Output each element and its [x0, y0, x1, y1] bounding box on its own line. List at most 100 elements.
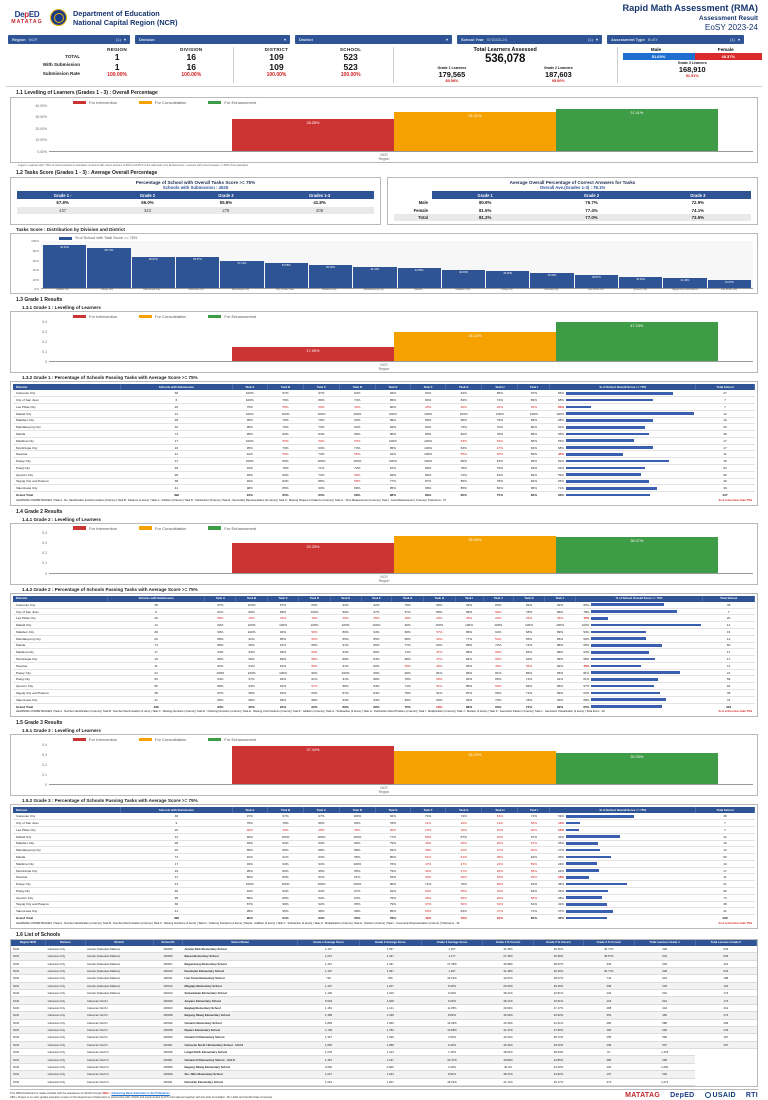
column-header[interactable]: Task I	[517, 384, 551, 391]
column-header[interactable]: Task A	[232, 807, 269, 814]
column-header[interactable]: Grade 2 % Correct	[533, 939, 585, 946]
column-header[interactable]: Task A	[204, 595, 237, 602]
cell-task-score: 73%	[303, 450, 340, 459]
column-header[interactable]: Task C	[303, 384, 340, 391]
column-header[interactable]: Task D	[339, 384, 376, 391]
column-header[interactable]: Task D	[339, 807, 376, 814]
column-header[interactable]: Task B	[267, 807, 304, 814]
column-header[interactable]: District	[85, 939, 154, 946]
cell-task-score: 64%	[339, 417, 376, 425]
cell-overall-bar: 65%	[549, 478, 696, 486]
column-header[interactable]: Schools with Submission	[107, 595, 206, 602]
column-header[interactable]: Division	[13, 384, 122, 391]
column-header[interactable]: Total Learners Grade 2	[695, 939, 758, 946]
column-header[interactable]: Task E	[330, 595, 362, 602]
cell-task-score: 64%	[481, 471, 518, 479]
column-header[interactable]: Grade 2 Average Score	[359, 939, 422, 946]
cell-overall-bar: 81%	[575, 669, 703, 677]
chevron-down-icon[interactable]: ▾	[737, 36, 740, 42]
column-header[interactable]: Schools with Submission	[120, 807, 233, 814]
filter-division[interactable]: Division ▾	[135, 34, 290, 44]
column-header[interactable]: Task I	[517, 807, 551, 814]
grade3-results-table: Division Schools with Submission Task A Tas…	[13, 807, 755, 921]
column-header[interactable]: Task B	[267, 384, 304, 391]
chevron-down-icon[interactable]: ▾	[595, 36, 598, 42]
column-header[interactable]: Grade 1 Average Score	[297, 939, 360, 946]
cell-task-score: 68%	[391, 628, 424, 636]
column-header[interactable]: Task L	[544, 595, 576, 602]
column-header[interactable]: Task G	[391, 595, 425, 602]
filter-school-year[interactable]: School Year SY2023-24 (1) ▾	[457, 34, 602, 44]
column-header[interactable]: Task B	[235, 595, 268, 602]
cell-task-score: 90%	[375, 430, 411, 438]
column-header[interactable]: Task D	[298, 595, 331, 602]
column-header[interactable]: Division	[13, 807, 122, 814]
column-header[interactable]: Task F	[361, 595, 393, 602]
column-header[interactable]: Task E	[375, 807, 412, 814]
cell-metric: 49.02%	[533, 1041, 584, 1050]
column-header[interactable]: Task H	[481, 384, 519, 391]
column-header[interactable]: % of School Overall Score >= 75%	[549, 384, 697, 391]
column-header[interactable]: Task C	[267, 595, 300, 602]
column-header[interactable]: Task E	[375, 384, 412, 391]
column-header[interactable]: Total Learners Grade 1	[634, 939, 696, 946]
grade2-learners-pct: 95.00%	[551, 78, 565, 83]
table-row: Mandaluyong City 32 95% 79% 73% 62% 84% 90% 73% 7…	[13, 423, 755, 432]
column-header[interactable]: School ID	[153, 939, 184, 946]
column-header[interactable]: Task G	[445, 384, 483, 391]
filter-assessment-type[interactable]: Assessment Type EoSY (1) ▾	[607, 34, 744, 44]
chevron-down-icon[interactable]: ▾	[445, 36, 448, 42]
chevron-down-icon[interactable]: ▾	[283, 36, 286, 42]
column-header[interactable]: Total School	[695, 384, 755, 391]
column-header[interactable]: Task H	[423, 595, 456, 602]
cell-task-score: 89%	[517, 396, 550, 404]
table-row: Pasig City 69 94% 97% 94% 61% 91% 88% 78% 59% 90% 6…	[13, 675, 755, 684]
column-header[interactable]: Schools with Submission	[120, 384, 233, 391]
column-header[interactable]: Task F	[410, 807, 447, 814]
column-header[interactable]: Task H	[481, 807, 519, 814]
cell-task-score: 66%	[423, 601, 455, 609]
column-header[interactable]: Task J	[483, 595, 514, 602]
column-header[interactable]: Region NCR	[11, 939, 47, 946]
column-header[interactable]: Task C	[303, 807, 340, 814]
cell-task-score: 60%	[517, 914, 550, 921]
column-header[interactable]: Task I	[455, 595, 484, 602]
column-header[interactable]: Task A	[232, 384, 269, 391]
x-tick-label: Mandaluyong City	[363, 288, 384, 292]
column-header[interactable]: Grade 3 Average Score	[421, 939, 484, 946]
cell-overall-bar: 68%	[549, 444, 696, 452]
column-header[interactable]: Task G	[445, 807, 483, 814]
cell-metric: 537	[634, 1041, 696, 1050]
cell-schools: 9	[107, 608, 205, 616]
chevron-down-icon[interactable]: ▾	[123, 36, 126, 42]
footer-abc-link[interactable]: Advancing Basic Education in the Philipp…	[111, 1091, 170, 1095]
filter-district[interactable]: District ▾	[295, 34, 452, 44]
column-header[interactable]: Division	[13, 595, 108, 602]
cell-total-school: 17	[695, 437, 755, 445]
column-header[interactable]: Total School	[702, 595, 755, 602]
col-grade1: Grade 1 -	[17, 191, 109, 200]
column-header[interactable]: % of School Overall Score >= 75%	[575, 595, 704, 602]
column-header[interactable]: Division	[45, 939, 86, 946]
cell-metric: 328	[634, 945, 696, 954]
column-header[interactable]: Total School	[695, 807, 755, 814]
grade3-results-table-panel: Division Schools with Submission Task A Tas…	[10, 804, 758, 929]
cell-task-score: 92%	[375, 390, 411, 398]
cell-schools: 26	[120, 846, 232, 855]
column-header[interactable]: Grade 1 % Correct	[482, 939, 534, 946]
filter-region[interactable]: Region NCR (1) ▾	[8, 34, 130, 44]
column-header[interactable]: % of School Overall Score >= 75%	[549, 807, 697, 814]
column-header[interactable]: Task F	[410, 384, 447, 391]
cell-task-score: 100%	[375, 457, 411, 465]
cell-school-id: 136009	[153, 1070, 183, 1079]
cell-task-score: 10%	[445, 826, 482, 834]
cell-metric: 283	[695, 1019, 757, 1027]
cell-task-score: 95%	[235, 655, 268, 663]
cell-task-score: 35%	[361, 614, 392, 623]
column-header[interactable]: School Name	[182, 939, 299, 946]
column-header[interactable]: Task K	[513, 595, 546, 602]
cell-task-score: 45%	[339, 826, 376, 834]
cell-task-score: 58%	[517, 894, 550, 902]
cell-task-score: 92%	[330, 601, 362, 609]
column-header[interactable]: Grade 3 % Correct	[583, 939, 635, 946]
